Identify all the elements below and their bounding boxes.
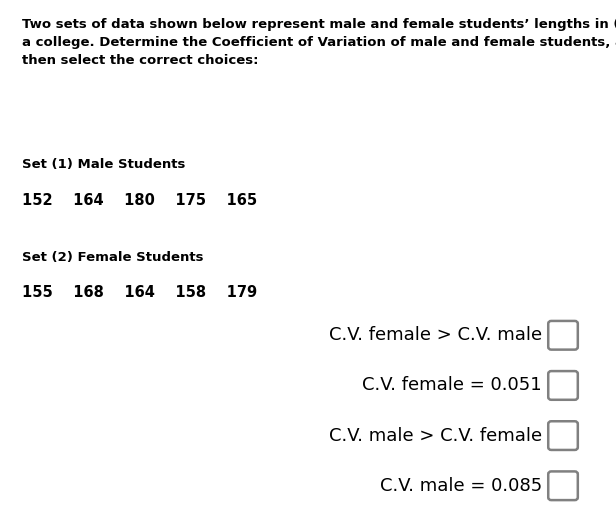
Text: Two sets of data shown below represent male and female students’ lengths in (cm): Two sets of data shown below represent m… <box>22 18 616 68</box>
Text: 152    164    180    175    165: 152 164 180 175 165 <box>22 193 257 208</box>
Text: C.V. male = 0.085: C.V. male = 0.085 <box>380 477 542 495</box>
FancyBboxPatch shape <box>548 321 578 350</box>
FancyBboxPatch shape <box>548 421 578 450</box>
Text: 155    168    164    158    179: 155 168 164 158 179 <box>22 285 257 300</box>
Text: C.V. female > C.V. male: C.V. female > C.V. male <box>329 326 542 344</box>
FancyBboxPatch shape <box>548 472 578 500</box>
FancyBboxPatch shape <box>548 371 578 400</box>
Text: C.V. male > C.V. female: C.V. male > C.V. female <box>329 427 542 445</box>
Text: Set (1) Male Students: Set (1) Male Students <box>22 158 185 172</box>
Text: Set (2) Female Students: Set (2) Female Students <box>22 251 203 264</box>
Text: C.V. female = 0.051: C.V. female = 0.051 <box>362 376 542 394</box>
